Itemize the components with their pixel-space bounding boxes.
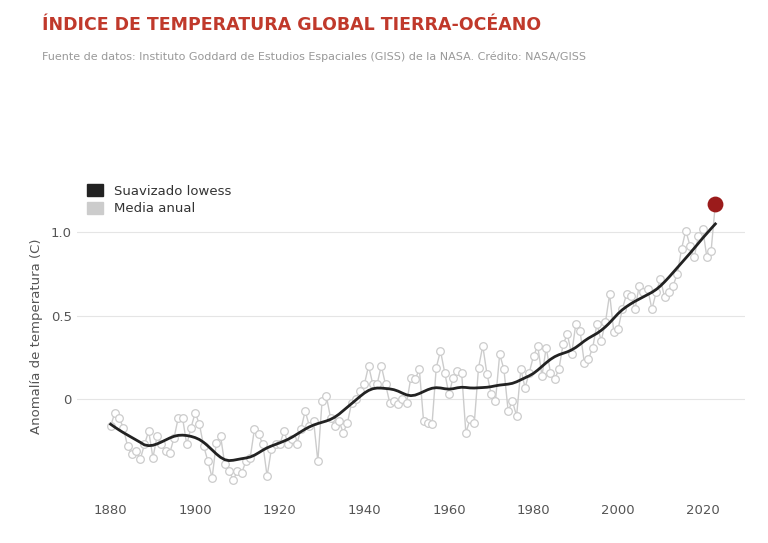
Y-axis label: Anomalía de temperatura (C): Anomalía de temperatura (C)	[30, 239, 42, 434]
Point	[709, 199, 721, 208]
Text: Fuente de datos: Instituto Goddard de Estudios Espaciales (GISS) de la NASA. Cré: Fuente de datos: Instituto Goddard de Es…	[42, 52, 586, 62]
Legend: Suavizado lowess, Media anual: Suavizado lowess, Media anual	[84, 180, 235, 219]
Text: ÍNDICE DE TEMPERATURA GLOBAL TIERRA-OCÉANO: ÍNDICE DE TEMPERATURA GLOBAL TIERRA-OCÉA…	[42, 16, 541, 34]
